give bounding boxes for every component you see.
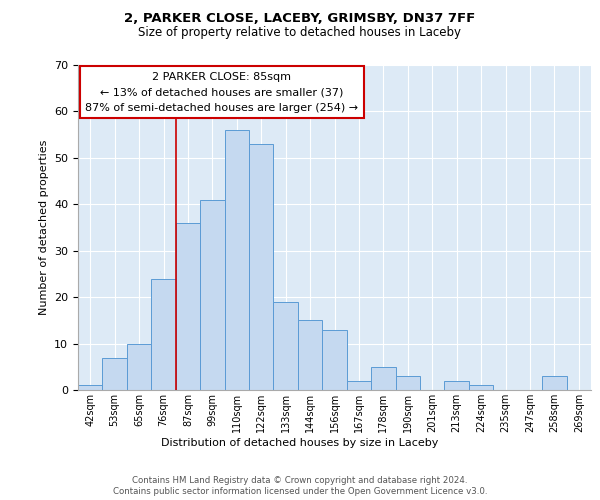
- Bar: [78, 386, 103, 390]
- Bar: [127, 344, 151, 390]
- Text: Contains public sector information licensed under the Open Government Licence v3: Contains public sector information licen…: [113, 487, 487, 496]
- Text: 2 PARKER CLOSE: 85sqm
← 13% of detached houses are smaller (37)
87% of semi-deta: 2 PARKER CLOSE: 85sqm ← 13% of detached …: [85, 72, 358, 112]
- Bar: [298, 320, 322, 390]
- Bar: [347, 380, 371, 390]
- Text: Distribution of detached houses by size in Laceby: Distribution of detached houses by size …: [161, 438, 439, 448]
- Bar: [176, 223, 200, 390]
- Bar: [103, 358, 127, 390]
- Bar: [395, 376, 420, 390]
- Bar: [542, 376, 566, 390]
- Bar: [322, 330, 347, 390]
- Y-axis label: Number of detached properties: Number of detached properties: [38, 140, 49, 315]
- Text: 2, PARKER CLOSE, LACEBY, GRIMSBY, DN37 7FF: 2, PARKER CLOSE, LACEBY, GRIMSBY, DN37 7…: [124, 12, 476, 26]
- Bar: [200, 200, 224, 390]
- Bar: [469, 386, 493, 390]
- Bar: [445, 380, 469, 390]
- Bar: [371, 367, 395, 390]
- Bar: [224, 130, 249, 390]
- Bar: [274, 302, 298, 390]
- Bar: [249, 144, 274, 390]
- Bar: [151, 278, 176, 390]
- Text: Contains HM Land Registry data © Crown copyright and database right 2024.: Contains HM Land Registry data © Crown c…: [132, 476, 468, 485]
- Text: Size of property relative to detached houses in Laceby: Size of property relative to detached ho…: [139, 26, 461, 39]
